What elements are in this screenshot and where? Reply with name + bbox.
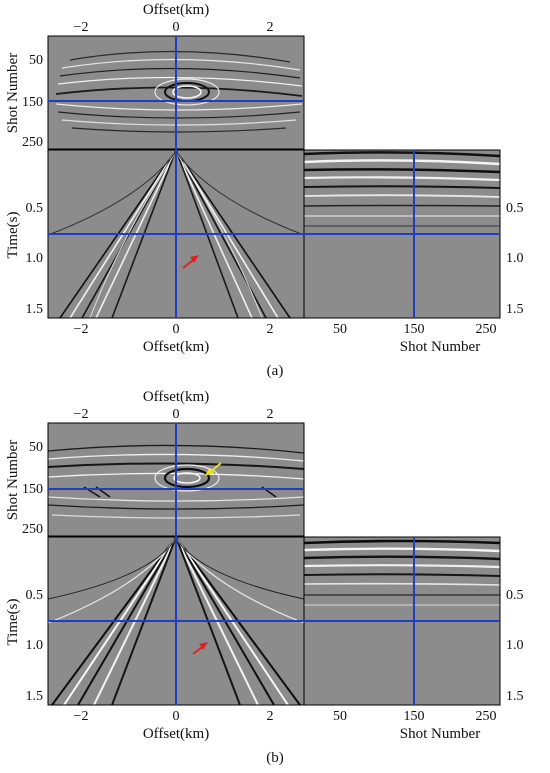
time-axis-label: Time(s) <box>5 212 21 259</box>
shot-tick-label: 250 <box>22 522 43 537</box>
bottom-shot-tick-label: 250 <box>476 322 497 337</box>
shot-axis-label: Shot Number <box>5 53 21 133</box>
figure-panel-b: Offset(km) −2 0 2 Shot Number 50 150 250 <box>0 387 550 773</box>
time-tick-label: 0.5 <box>26 588 44 603</box>
bottom-offset-axis-label: Offset(km) <box>143 726 209 742</box>
panel-caption: (b) <box>266 750 284 766</box>
top-tick-label: 2 <box>267 20 274 35</box>
right-time-tick-label: 1.5 <box>506 689 524 704</box>
time-tick-label: 1.5 <box>26 302 44 317</box>
panel-a-svg: Offset(km) −2 0 2 Shot Number 50 150 250 <box>5 2 524 379</box>
bottom-shot-tick-label: 250 <box>476 709 497 724</box>
bottom-offset-axis-label: Offset(km) <box>143 339 209 355</box>
shot-axis-label: Shot Number <box>5 440 21 520</box>
bottom-shot-tick-label: 150 <box>404 709 425 724</box>
time-tick-label: 1.5 <box>26 689 44 704</box>
right-time-tick-label: 0.5 <box>506 201 524 216</box>
bottom-shot-axis-label: Shot Number <box>400 339 480 355</box>
top-offset-axis-label: Offset(km) <box>143 2 209 18</box>
time-axis-label: Time(s) <box>5 599 21 646</box>
bottom-shot-tick-label: 50 <box>333 709 347 724</box>
red-arrow-icon <box>192 642 208 655</box>
shot-tick-label: 150 <box>22 482 43 497</box>
panel-caption: (a) <box>267 363 284 379</box>
shot-tick-label: 50 <box>29 53 43 68</box>
time-tick-label: 1.0 <box>26 251 44 266</box>
red-arrow-icon <box>182 255 199 269</box>
bottom-offset-tick-label: −2 <box>74 322 89 337</box>
time-tick-label: 0.5 <box>26 201 44 216</box>
top-tick-label: 0 <box>173 20 180 35</box>
right-time-tick-label: 0.5 <box>506 588 524 603</box>
bottom-offset-tick-label: 0 <box>173 322 180 337</box>
right-time-tick-label: 1.0 <box>506 251 524 266</box>
shot-tick-label: 50 <box>29 440 43 455</box>
panel-b-svg: Offset(km) −2 0 2 Shot Number 50 150 250 <box>5 389 524 766</box>
bottom-offset-tick-label: −2 <box>74 709 89 724</box>
bottom-offset-tick-label: 0 <box>173 709 180 724</box>
top-tick-label: −2 <box>74 20 89 35</box>
time-tick-label: 1.0 <box>26 638 44 653</box>
top-tick-label: 0 <box>173 407 180 422</box>
yellow-arrow-icon <box>205 462 222 476</box>
bottom-offset-tick-label: 2 <box>267 709 274 724</box>
top-offset-axis-label: Offset(km) <box>143 389 209 405</box>
right-time-tick-label: 1.0 <box>506 638 524 653</box>
bottom-shot-tick-label: 50 <box>333 322 347 337</box>
shot-tick-label: 150 <box>22 95 43 110</box>
bottom-shot-axis-label: Shot Number <box>400 726 480 742</box>
figure-panel-a: Offset(km) −2 0 2 Shot Number 50 150 250 <box>0 0 550 386</box>
right-time-tick-label: 1.5 <box>506 302 524 317</box>
top-tick-label: −2 <box>74 407 89 422</box>
bottom-offset-tick-label: 2 <box>267 322 274 337</box>
top-tick-label: 2 <box>267 407 274 422</box>
shot-tick-label: 250 <box>22 135 43 150</box>
bottom-shot-tick-label: 150 <box>404 322 425 337</box>
